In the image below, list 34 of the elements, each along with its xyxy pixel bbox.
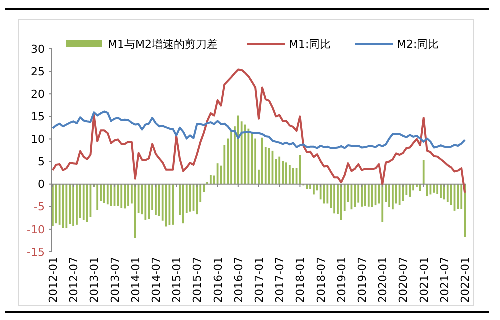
x-tick-label: 2020-07 <box>397 257 410 303</box>
y-tick-label: 20 <box>31 88 45 101</box>
x-tick-label: 2014-01 <box>129 257 142 303</box>
y-tick-label: 0 <box>38 178 45 192</box>
x-tick-label: 2017-01 <box>253 257 266 303</box>
legend-label: M2:同比 <box>397 38 440 51</box>
y-tick-label: 5 <box>38 156 45 169</box>
y-tick-label: -15 <box>27 246 45 259</box>
y-tick-label: -10 <box>27 223 45 236</box>
y-tick-label: 25 <box>31 65 45 78</box>
y-tick-label: 15 <box>31 110 45 124</box>
x-tick-label: 2014-07 <box>150 257 163 303</box>
y-tick-label: -5 <box>34 200 45 214</box>
x-tick-label: 2016-01 <box>212 257 225 303</box>
x-tick-label: 2019-01 <box>335 257 348 303</box>
x-tick-label: 2021-07 <box>438 257 452 303</box>
x-tick-label: 2013-07 <box>108 257 122 303</box>
x-tick-label: 2015-07 <box>191 257 204 303</box>
y-tick-label: 30 <box>31 42 45 56</box>
x-tick-label: 2012-01 <box>46 257 60 303</box>
x-tick-label: 2020-01 <box>376 257 390 303</box>
x-tick-label: 2012-07 <box>68 257 81 303</box>
x-tick-label: 2013-01 <box>88 257 102 303</box>
legend-label: M1与M2增速的剪刀差 <box>108 38 218 51</box>
y-tick-label: 10 <box>31 133 45 146</box>
x-tick-label: 2015-01 <box>170 257 184 303</box>
x-tick-label: 2018-07 <box>314 257 328 303</box>
x-tick-label: 2022-01 <box>459 257 472 303</box>
x-tick-label: 2018-01 <box>294 257 308 303</box>
x-tick-label: 2016-07 <box>232 257 246 303</box>
x-tick-label: 2017-07 <box>274 257 287 303</box>
legend-label: M1:同比 <box>289 38 332 51</box>
x-tick-label: 2019-07 <box>356 257 370 303</box>
x-tick-label: 2021-01 <box>418 257 431 303</box>
